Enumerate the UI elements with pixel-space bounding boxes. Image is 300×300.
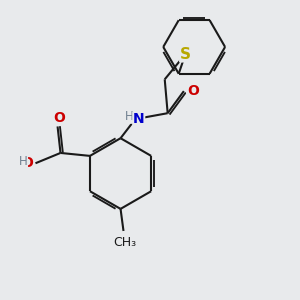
Text: H: H [124, 110, 133, 123]
Text: O: O [53, 111, 65, 125]
Text: CH₃: CH₃ [113, 236, 136, 249]
Text: S: S [180, 47, 191, 62]
Text: O: O [187, 84, 199, 98]
Text: O: O [21, 156, 33, 170]
Text: N: N [133, 112, 145, 126]
Text: H: H [19, 155, 28, 168]
